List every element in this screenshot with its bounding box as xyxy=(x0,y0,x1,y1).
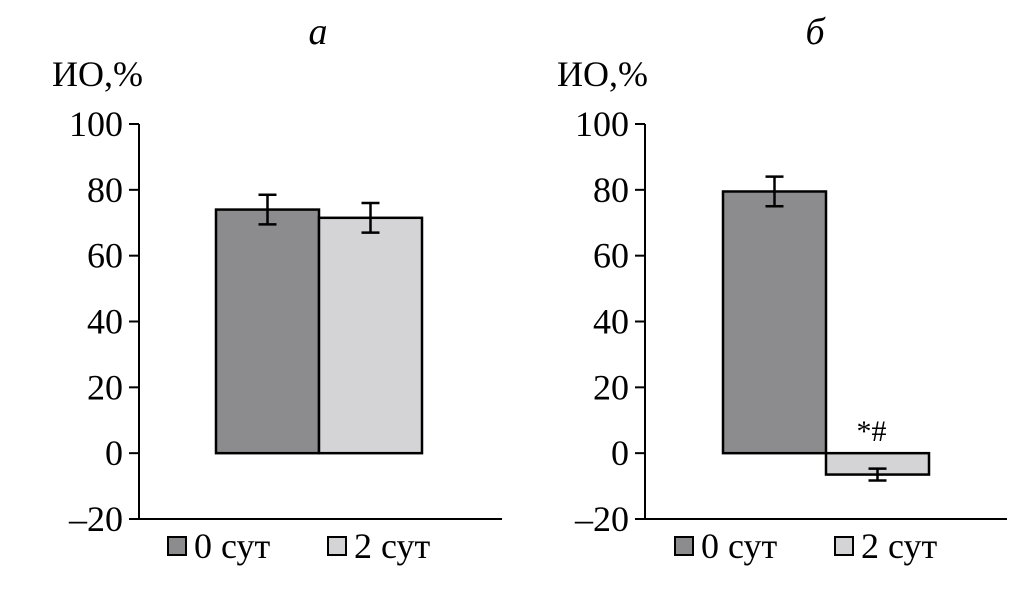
chart-panel-b: б ИО,% 100 80 60 40 20 0 –20 *# 0 сут 2 сут xyxy=(557,11,1007,566)
y-tick-label: 60 xyxy=(87,236,123,276)
y-tick-label: 20 xyxy=(87,367,123,407)
bar-day-0 xyxy=(214,208,321,455)
bar-day-0 xyxy=(721,190,828,455)
legend-swatch xyxy=(834,536,854,556)
y-axis-label: ИО,% xyxy=(52,54,143,94)
legend-label: 0 сут xyxy=(194,526,271,566)
legend-label: 0 сут xyxy=(701,526,778,566)
y-tick-label: 100 xyxy=(69,104,123,144)
y-tick-label: 0 xyxy=(611,433,629,473)
legend-label: 2 сут xyxy=(861,526,938,566)
y-tick-label: 40 xyxy=(593,302,629,342)
y-tick-label: 80 xyxy=(593,170,629,210)
chart-panel-a: а ИО,% 100 80 60 40 20 0 –20 0 сут 2 сут xyxy=(52,11,502,566)
bar-day-2 xyxy=(317,216,424,455)
legend-swatch xyxy=(327,536,347,556)
legend-swatch xyxy=(167,536,187,556)
y-tick-label: –20 xyxy=(574,499,629,539)
y-axis-label: ИО,% xyxy=(557,54,648,94)
panel-title: б xyxy=(805,11,826,53)
y-tick-label: –20 xyxy=(68,499,123,539)
panel-title: а xyxy=(309,11,328,53)
legend: 0 сут 2 сут xyxy=(674,526,938,566)
y-tick-label: 20 xyxy=(593,367,629,407)
y-tick-label: 0 xyxy=(105,433,123,473)
legend: 0 сут 2 сут xyxy=(167,526,431,566)
y-tick-label: 80 xyxy=(87,170,123,210)
y-tick-label: 100 xyxy=(575,104,629,144)
y-tick-label: 40 xyxy=(87,302,123,342)
y-tick-label: 60 xyxy=(593,236,629,276)
legend-swatch xyxy=(674,536,694,556)
legend-label: 2 сут xyxy=(354,526,431,566)
significance-annotation: *# xyxy=(857,415,887,448)
